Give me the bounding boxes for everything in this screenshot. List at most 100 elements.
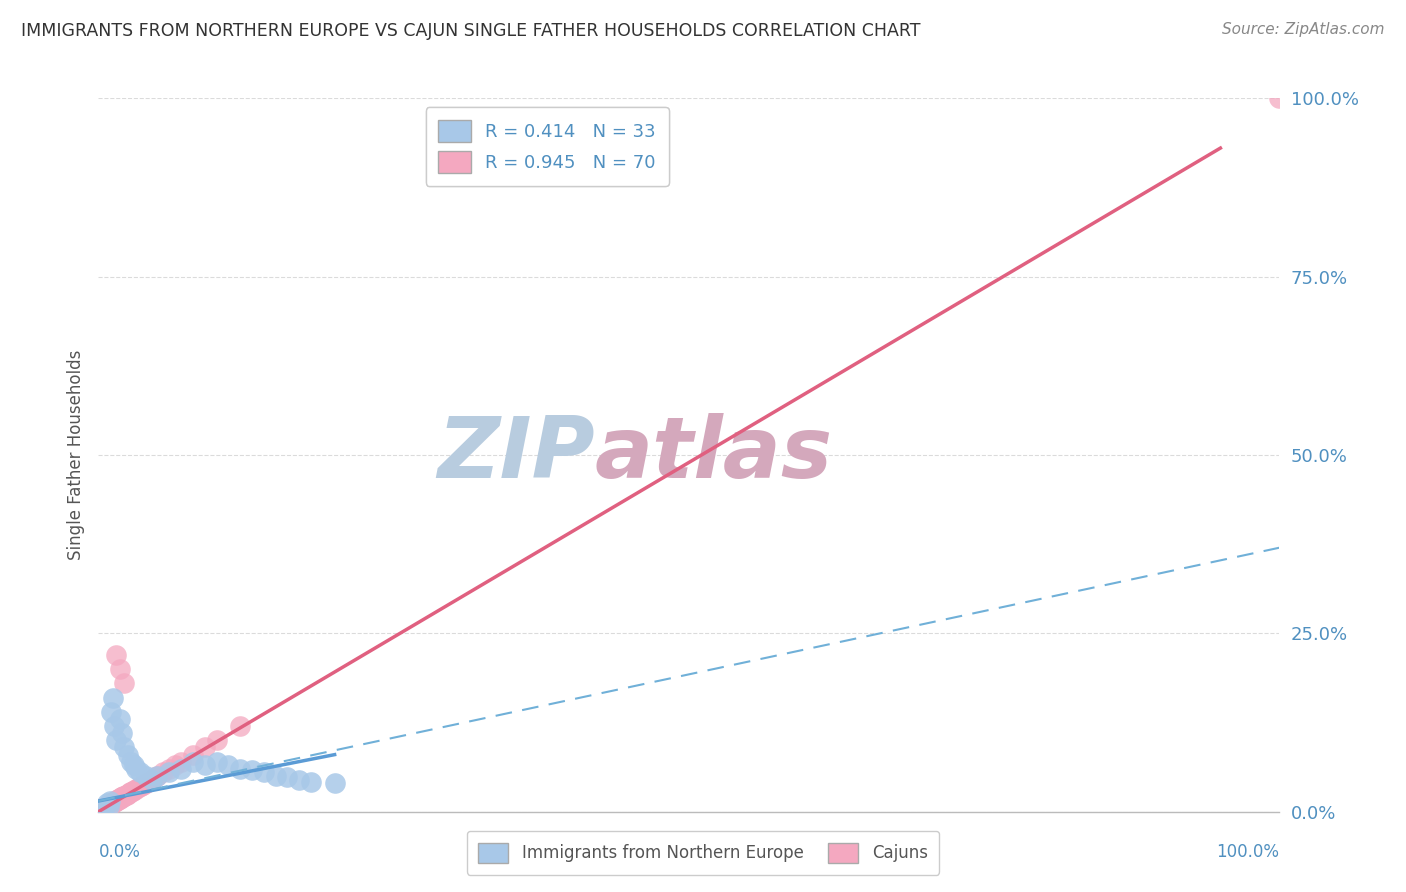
Point: [121, 755, 143, 769]
Point: [98, 794, 121, 808]
Point: [112, 789, 135, 803]
Point: [93, 801, 115, 815]
Point: [118, 786, 141, 800]
Text: Source: ZipAtlas.com: Source: ZipAtlas.com: [1222, 22, 1385, 37]
Point: [98, 797, 121, 812]
Point: [111, 789, 134, 804]
Point: [115, 788, 138, 802]
Text: 0.0%: 0.0%: [98, 843, 141, 861]
Point: [122, 758, 145, 772]
Text: 100.0%: 100.0%: [1216, 843, 1279, 861]
Point: [121, 785, 143, 799]
Point: [107, 792, 129, 806]
Point: [120, 785, 142, 799]
Point: [97, 799, 120, 814]
Point: [128, 780, 150, 795]
Point: [105, 733, 128, 747]
Point: [98, 797, 121, 812]
Point: [112, 676, 135, 690]
Point: [104, 795, 127, 809]
Point: [98, 799, 121, 814]
Point: [129, 779, 152, 793]
Point: [146, 769, 169, 783]
Point: [93, 800, 115, 814]
Point: [157, 765, 180, 780]
Point: [100, 796, 122, 810]
Point: [112, 789, 135, 804]
Point: [90, 803, 112, 817]
Point: [135, 769, 157, 783]
Point: [105, 648, 128, 662]
Y-axis label: Single Father Households: Single Father Households: [66, 350, 84, 560]
Point: [122, 783, 145, 797]
Point: [276, 771, 298, 785]
Point: [128, 765, 150, 780]
Point: [89, 804, 111, 818]
Point: [108, 712, 131, 726]
Point: [94, 799, 117, 814]
Point: [96, 799, 118, 814]
Legend: Immigrants from Northern Europe, Cajuns: Immigrants from Northern Europe, Cajuns: [467, 831, 939, 875]
Point: [141, 772, 163, 787]
Point: [91, 801, 114, 815]
Point: [100, 797, 122, 811]
Point: [125, 781, 148, 796]
Point: [170, 755, 193, 769]
Point: [96, 796, 118, 810]
Point: [194, 758, 217, 772]
Point: [229, 762, 252, 776]
Point: [253, 765, 276, 780]
Point: [104, 794, 127, 808]
Point: [108, 662, 131, 676]
Point: [112, 789, 135, 803]
Point: [125, 762, 148, 776]
Point: [323, 776, 346, 790]
Point: [101, 796, 124, 810]
Point: [100, 705, 122, 719]
Point: [105, 793, 128, 807]
Point: [229, 719, 252, 733]
Point: [143, 771, 166, 785]
Text: ZIP: ZIP: [437, 413, 595, 497]
Text: IMMIGRANTS FROM NORTHERN EUROPE VS CAJUN SINGLE FATHER HOUSEHOLDS CORRELATION CH: IMMIGRANTS FROM NORTHERN EUROPE VS CAJUN…: [21, 22, 921, 40]
Point: [108, 792, 131, 806]
Text: atlas: atlas: [595, 413, 832, 497]
Point: [107, 792, 129, 806]
Point: [114, 789, 136, 803]
Point: [94, 800, 117, 814]
Point: [103, 796, 125, 810]
Point: [205, 755, 228, 769]
Point: [136, 774, 159, 789]
Point: [240, 764, 263, 778]
Point: [264, 769, 287, 783]
Point: [181, 755, 204, 769]
Point: [135, 776, 157, 790]
Point: [152, 765, 174, 780]
Point: [299, 774, 322, 789]
Point: [105, 793, 128, 807]
Point: [103, 795, 125, 809]
Point: [105, 792, 128, 806]
Point: [121, 784, 143, 798]
Point: [111, 790, 134, 805]
Point: [111, 726, 134, 740]
Point: [91, 803, 114, 817]
Point: [93, 801, 115, 815]
Point: [170, 762, 193, 776]
Point: [112, 740, 135, 755]
Point: [108, 791, 131, 805]
Point: [194, 740, 217, 755]
Point: [103, 719, 125, 733]
Point: [110, 790, 132, 805]
Point: [181, 747, 204, 762]
Point: [91, 802, 114, 816]
Point: [101, 796, 124, 810]
Point: [105, 794, 128, 808]
Legend: R = 0.414   N = 33, R = 0.945   N = 70: R = 0.414 N = 33, R = 0.945 N = 70: [426, 107, 669, 186]
Point: [146, 769, 169, 783]
Point: [117, 747, 139, 762]
Point: [205, 733, 228, 747]
Point: [101, 690, 124, 705]
Point: [217, 758, 239, 772]
Point: [110, 791, 132, 805]
